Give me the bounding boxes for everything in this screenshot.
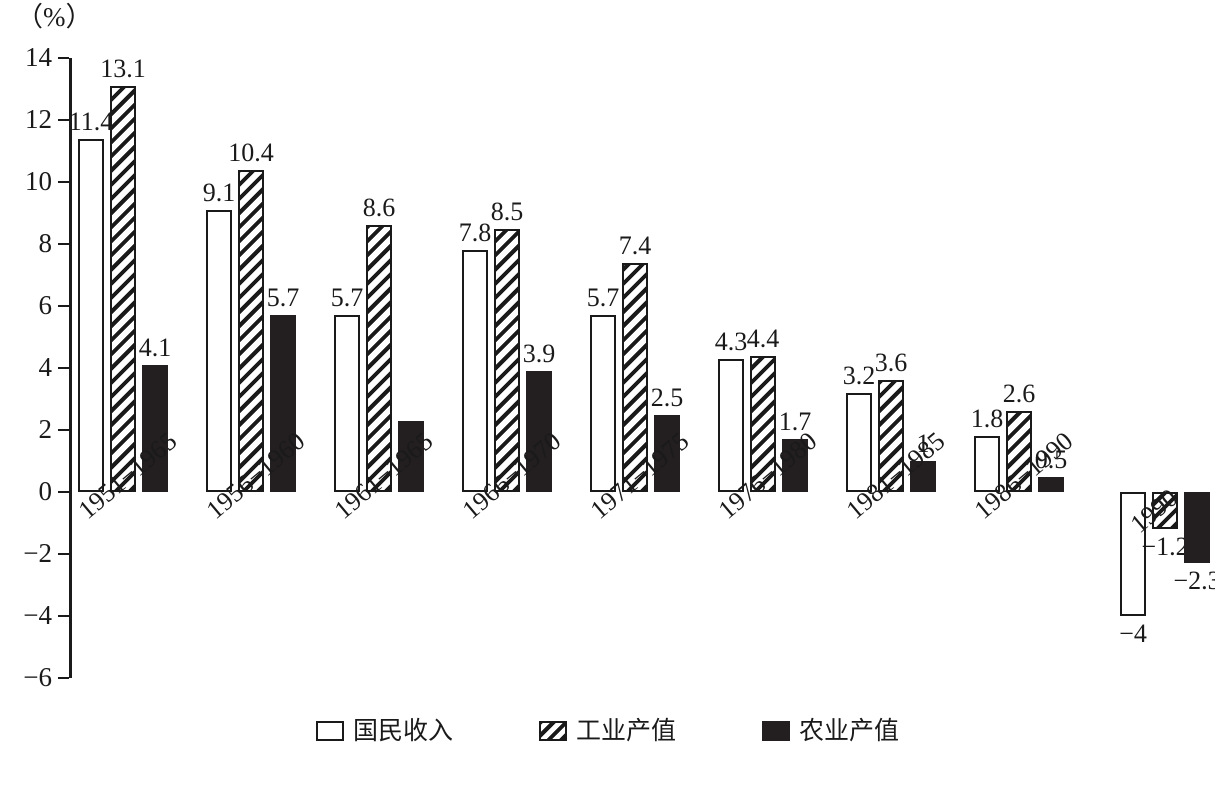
legend-swatch-white xyxy=(315,720,344,741)
legend-label: 工业产值 xyxy=(575,716,676,745)
bar-white xyxy=(590,315,616,492)
bar-solid xyxy=(526,371,552,492)
bar-value-label: 2.6 xyxy=(1002,379,1036,409)
bar-value-label: 4.4 xyxy=(746,323,780,353)
bar-value-label: 5.7 xyxy=(586,283,620,313)
bar-solid xyxy=(910,461,936,492)
y-tick-mark xyxy=(58,615,69,617)
y-tick-mark xyxy=(58,243,69,245)
bar-solid xyxy=(654,414,680,492)
legend-swatch-solid xyxy=(762,720,790,741)
bar-solid xyxy=(270,315,296,492)
bar-hatch xyxy=(1152,492,1178,530)
y-tick-label: 4 xyxy=(38,352,53,382)
y-tick-mark xyxy=(58,429,69,431)
y-tick-label: 8 xyxy=(38,228,53,258)
y-tick-label: 10 xyxy=(25,166,52,196)
bar-value-label: 4.1 xyxy=(138,332,172,362)
y-tick-label: 14 xyxy=(25,42,52,72)
chart-legend: 国民收入 工业产值 农业产值 xyxy=(0,718,1215,743)
y-tick-label: −2 xyxy=(23,538,52,568)
y-tick-mark xyxy=(58,677,69,679)
bar-value-label: 5.7 xyxy=(330,283,364,313)
bar-hatch xyxy=(494,228,520,492)
bar-hatch xyxy=(366,225,392,492)
bar-white xyxy=(78,138,104,492)
bar-value-label: 3.6 xyxy=(874,348,908,378)
y-tick-label: −6 xyxy=(23,662,52,692)
legend-swatch-hatch xyxy=(538,720,567,741)
y-tick-mark xyxy=(58,491,69,493)
bar-value-label: 1 xyxy=(916,429,930,458)
y-tick-mark xyxy=(58,553,69,555)
bar-hatch xyxy=(110,85,136,492)
y-axis-unit-title: （%） xyxy=(16,2,93,32)
bar-solid xyxy=(782,439,808,492)
y-tick-label: 2 xyxy=(38,414,53,444)
bar-value-label: 1.7 xyxy=(778,407,812,437)
bar-solid xyxy=(398,420,424,492)
bar-value-label: 3.2 xyxy=(842,360,876,390)
plot-area: 11.4 13.1 4.1 1951−1965 9.1 10.4 5.7 1956−1960 5… xyxy=(69,53,1215,678)
bar-value-label: −4 xyxy=(1119,619,1147,648)
legend-item[interactable]: 国民收入 xyxy=(315,716,453,745)
bar-value-label: 2.5 xyxy=(650,382,684,412)
y-tick-mark xyxy=(58,305,69,307)
bar-value-label: 8.5 xyxy=(490,196,524,226)
bar-value-label: 11.4 xyxy=(68,106,114,136)
bar-solid xyxy=(1184,492,1210,564)
bar-value-label: 1.8 xyxy=(970,404,1004,434)
bar-white xyxy=(334,315,360,492)
y-axis-line xyxy=(69,58,72,678)
bar-value-label: 7.4 xyxy=(618,230,652,260)
bar-white xyxy=(1120,492,1146,616)
bar-value-label: 8.6 xyxy=(362,193,396,223)
bar-value-label: −2.3 xyxy=(1173,566,1215,596)
legend-item[interactable]: 农业产值 xyxy=(762,718,899,743)
y-tick-mark xyxy=(58,119,69,121)
y-tick-label: 0 xyxy=(38,476,53,506)
bar-solid xyxy=(1038,476,1064,492)
bar-white xyxy=(462,250,488,492)
bar-value-label: 7.8 xyxy=(458,218,492,248)
bar-white xyxy=(974,436,1000,492)
bar-value-label: 0.5 xyxy=(1034,444,1068,474)
bar-white xyxy=(846,392,872,492)
bar-white xyxy=(206,209,232,492)
bar-white xyxy=(718,358,744,492)
legend-label: 国民收入 xyxy=(352,716,453,745)
bar-value-label: 4.3 xyxy=(714,326,748,356)
bar-hatch xyxy=(750,355,776,492)
bar-value-label: 10.4 xyxy=(228,137,274,167)
y-tick-label: −4 xyxy=(23,600,52,630)
bar-hatch xyxy=(878,380,904,492)
y-tick-label: 12 xyxy=(25,104,52,134)
bar-value-label: −1.2 xyxy=(1141,532,1189,562)
bar-value-label: 3.9 xyxy=(522,339,556,369)
bar-hatch xyxy=(238,169,264,492)
bar-value-label: 13.1 xyxy=(100,53,146,83)
y-tick-label: 6 xyxy=(38,290,53,320)
y-tick-mark xyxy=(58,367,69,369)
legend-label: 农业产值 xyxy=(799,716,900,745)
y-tick-mark xyxy=(58,57,69,59)
bar-solid xyxy=(142,364,168,492)
bar-hatch xyxy=(1006,411,1032,492)
legend-item[interactable]: 工业产值 xyxy=(538,716,676,745)
bar-value-label: 5.7 xyxy=(266,283,300,313)
bar-value-label: 9.1 xyxy=(202,177,236,207)
bar-hatch xyxy=(622,262,648,492)
y-tick-mark xyxy=(58,181,69,183)
